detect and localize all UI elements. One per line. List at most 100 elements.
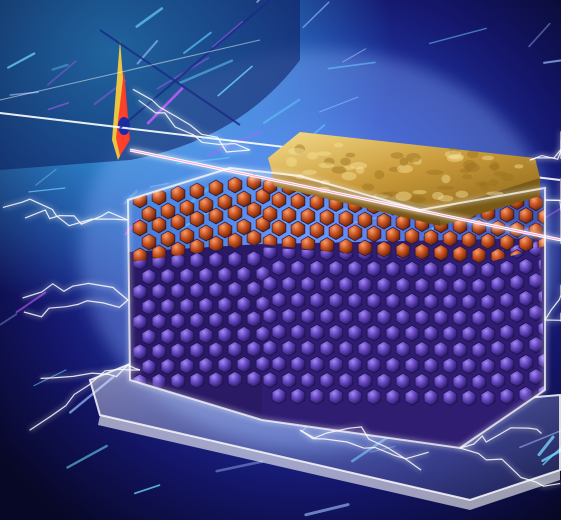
crystal-atom-icon — [309, 194, 325, 211]
crystal-atom-icon — [319, 209, 335, 226]
crystal-atom-icon — [347, 324, 363, 342]
gold-texture-bump — [446, 154, 464, 163]
crystal-atom-icon — [255, 355, 271, 373]
gold-texture-bump — [488, 179, 499, 187]
gold-texture-bump — [345, 152, 356, 158]
crystal-atom-icon — [189, 342, 205, 359]
gold-texture-bump — [410, 194, 425, 204]
crystal-atom-icon — [179, 327, 195, 345]
gold-texture-bump — [286, 157, 297, 167]
crystal-atom-icon — [518, 322, 534, 339]
light-streak — [146, 87, 184, 125]
gold-texture-bump — [374, 170, 385, 180]
crystal-atom-icon — [227, 176, 243, 194]
crystal-atom-icon — [227, 204, 243, 222]
crystal-atom-icon — [528, 368, 544, 386]
crystal-atom-icon — [141, 205, 157, 223]
crystal-atom-icon — [300, 372, 316, 389]
crystal-atom-icon — [281, 206, 297, 224]
gold-texture-bump — [448, 153, 464, 160]
crystal-atom-icon — [499, 324, 515, 341]
electric-arc — [459, 447, 561, 487]
crystal-atom-icon — [433, 244, 449, 262]
crystal-atom-icon — [290, 387, 306, 405]
gold-texture-bump — [488, 164, 501, 170]
crystal-atom-icon — [236, 356, 252, 373]
electric-arc — [23, 299, 129, 318]
crystal-atom-icon — [208, 179, 224, 197]
light-streak — [302, 1, 330, 29]
crystal-atom-icon — [471, 341, 487, 359]
crystal-atom-icon — [141, 268, 157, 286]
crystal-atom-icon — [509, 370, 525, 387]
crystal-atom-icon — [414, 341, 430, 358]
electric-arc — [544, 284, 561, 321]
crystal-atom-icon — [290, 220, 306, 238]
crystal-atom-icon — [328, 356, 344, 373]
light-streak — [47, 102, 70, 111]
crystal-atom-icon — [499, 388, 515, 405]
crystal-atom-icon — [537, 208, 545, 226]
crystal-atom-icon — [338, 210, 354, 228]
gold-texture-bump — [341, 171, 357, 181]
crystal-atom-icon — [480, 261, 496, 279]
gold-texture-bump — [302, 169, 317, 175]
gold-texture-bump — [323, 157, 335, 166]
light-streak — [212, 20, 244, 49]
crystal-atom-icon — [189, 210, 205, 228]
light-streak — [51, 63, 69, 71]
crystal-atom-icon — [262, 275, 278, 293]
crystal-atom-icon — [376, 372, 392, 390]
crystal-atom-icon — [490, 276, 506, 293]
crystal-atom-icon — [271, 291, 287, 309]
gold-texture-bump — [388, 166, 401, 172]
crystal-atom-icon — [499, 292, 515, 309]
crystal-atom-icon — [208, 251, 224, 269]
crystal-atom-icon — [480, 293, 496, 311]
light-streak — [15, 291, 47, 314]
crystal-atom-icon — [442, 389, 458, 407]
crystal-atom-icon — [366, 356, 382, 374]
crystal-atom-icon — [347, 388, 363, 406]
crystal-atom-icon — [471, 277, 487, 295]
light-streak — [262, 98, 301, 124]
crystal-atom-icon — [141, 328, 157, 346]
electric-arc — [544, 199, 561, 244]
crystal-atom-icon — [170, 213, 186, 231]
electric-arc — [22, 282, 129, 301]
crystal-atom-icon — [198, 297, 214, 314]
light-streak — [217, 65, 253, 97]
light-streak — [327, 61, 376, 70]
crystal-glow-outline — [126, 166, 546, 450]
gold-texture-bump — [441, 174, 451, 184]
light-streak — [135, 7, 164, 28]
gold-texture-bump — [355, 166, 365, 174]
crystal-atom-icon — [404, 293, 420, 310]
crystal-atom-icon — [236, 218, 252, 236]
crystal-atom-icon — [414, 243, 430, 260]
crystal-atom-icon — [490, 372, 506, 389]
crystal-atom-icon — [423, 325, 439, 342]
crystal-atom-icon — [262, 205, 278, 223]
crystal-atom-icon — [433, 373, 449, 391]
gold-texture-bump — [432, 191, 444, 200]
crystal-atom-icon — [366, 225, 382, 243]
crystal-atom-icon — [480, 232, 496, 250]
electric-arc-icon — [2, 88, 561, 487]
crystal-atom-icon — [300, 276, 316, 293]
crystal-atom-icon — [461, 357, 477, 375]
crystal-atom-icon — [281, 275, 297, 293]
crystal-atom-icon — [151, 283, 167, 300]
crystal-atom-icon — [423, 229, 439, 246]
crystal-atom-icon — [227, 311, 243, 328]
crystal-atom-icon — [480, 325, 496, 343]
light-streak — [46, 60, 77, 86]
crystal-atom-icon — [309, 222, 325, 239]
crystal-atom-icon — [461, 325, 477, 343]
crystal-atom-icon — [160, 268, 176, 285]
crystal-atom-icon — [271, 259, 287, 277]
gold-texture-bump — [465, 162, 480, 173]
crystal-atom-icon — [227, 251, 243, 268]
gold-texture-bump — [333, 142, 344, 148]
